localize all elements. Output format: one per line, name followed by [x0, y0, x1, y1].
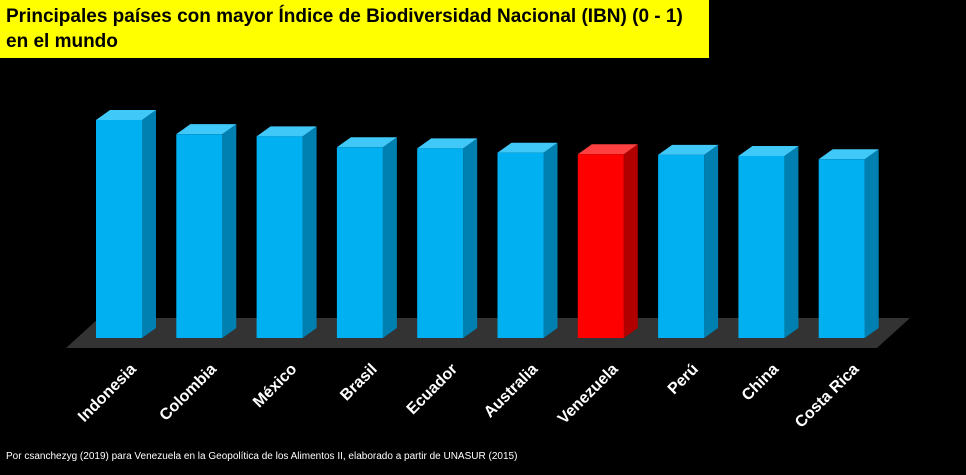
chart-title-line-1: Principales países con mayor Índice de B…	[6, 6, 683, 27]
category-label-brasil: Brasil	[337, 361, 380, 404]
bar-front-brasil	[336, 147, 383, 338]
bar-indonesia	[96, 110, 156, 338]
category-labels-group: Indonesia Colombia México Brasil Ecuador Aust…	[75, 361, 863, 432]
bar-front-costa-rica	[818, 159, 865, 338]
bar-top-peru	[658, 144, 719, 155]
bar-mexico	[256, 126, 317, 338]
category-label-venezuela: Venezuela	[555, 361, 622, 428]
bar-front-ecuador	[417, 148, 464, 338]
bar-top-ecuador	[417, 138, 478, 149]
category-label-china: China	[739, 361, 783, 405]
bar-china	[738, 145, 799, 338]
bar-ecuador	[417, 138, 478, 338]
bar-australia	[497, 142, 558, 338]
bars-group	[96, 110, 879, 338]
category-label-mexico: México	[250, 361, 301, 412]
bar-front-colombia	[176, 134, 223, 338]
source-note: Por csanchezyg (2019) para Venezuela en …	[6, 451, 518, 462]
bar-side-venezuela	[623, 144, 638, 338]
category-label-costa-rica: Costa Rica	[792, 361, 863, 432]
bar-side-costa-rica	[864, 149, 879, 338]
category-label-australia: Australia	[481, 361, 542, 422]
bar-front-indonesia	[96, 120, 142, 338]
bar-top-indonesia	[96, 110, 156, 120]
chart-title: Principales países con mayor Índice de B…	[0, 0, 709, 58]
bar-front-venezuela	[577, 154, 624, 338]
bar-brasil	[336, 137, 397, 338]
category-label-colombia: Colombia	[157, 361, 221, 425]
bar-front-mexico	[256, 136, 303, 338]
bar-colombia	[176, 124, 237, 338]
bar-top-colombia	[176, 124, 237, 135]
bar-peru	[658, 144, 719, 338]
bar-front-china	[738, 155, 785, 338]
category-label-peru: Perú	[665, 361, 702, 398]
bar-top-china	[738, 145, 799, 156]
bar-top-costa-rica	[818, 149, 879, 160]
category-label-ecuador: Ecuador	[404, 361, 461, 418]
bar-front-australia	[497, 152, 544, 338]
bar-top-mexico	[256, 126, 317, 137]
bar-side-brasil	[382, 137, 397, 338]
bar-side-ecuador	[463, 138, 478, 338]
bar-side-china	[784, 145, 799, 338]
bar-side-australia	[543, 142, 558, 338]
bar-side-colombia	[222, 124, 237, 338]
bar-top-venezuela	[577, 144, 638, 155]
bar-side-peru	[704, 144, 719, 338]
bar-venezuela	[577, 144, 638, 338]
bar-top-brasil	[336, 137, 397, 148]
bar-side-mexico	[302, 126, 317, 338]
bar-costa-rica	[818, 149, 879, 338]
bar-top-australia	[497, 142, 558, 153]
category-label-indonesia: Indonesia	[75, 361, 140, 426]
bar-side-indonesia	[142, 110, 156, 338]
bar-front-peru	[658, 154, 705, 338]
chart-title-line-2: en el mundo	[6, 31, 118, 52]
